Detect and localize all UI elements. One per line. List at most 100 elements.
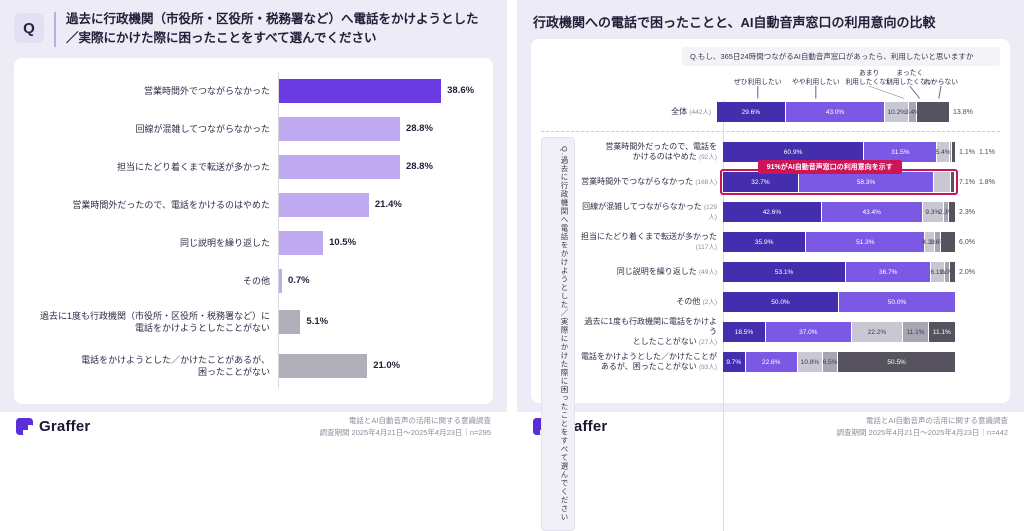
legend-connector-lines <box>757 86 942 99</box>
legend: ぜひ利用したい やや利用したい あまり 利用したくない まったく 利用したくない わからない <box>723 69 959 99</box>
header-divider <box>54 12 56 47</box>
row-count: (168人) <box>695 179 717 187</box>
stacked-bar-track: 42.6% 43.4% 9.3% 2.3% <box>723 202 955 223</box>
segment: 51.3% <box>806 232 926 253</box>
segment-label: 53.1% <box>774 268 794 276</box>
stacked-row: 営業時間外でつながらなかった (168人) 32.7% 58.3% 91%がAI自動音… <box>577 160 1000 197</box>
stacked-bar-track: 60.9% 31.5% 5.4% <box>723 142 955 163</box>
segment: 2.6% <box>930 232 945 253</box>
row-label: 営業時間外でつながらなかった (168人) <box>581 177 717 187</box>
stacked-row: 同じ説明を繰り返した (49人) 53.1% 36.7% 6.1% 2.0% 2.0% <box>577 257 1000 287</box>
stacked-row: 回線が混雑してつながらなかった (129人) 42.6% 43.4% 9.3% 2.3%… <box>577 197 1000 227</box>
left-bar-chart: 営業時間外でつながらなかった 38.6% 回線が混雑してつながらなかった 28.8% 担… <box>26 71 485 388</box>
segment: 3.4% <box>905 102 920 123</box>
outside-labels: 1.1% 1.1% <box>959 149 995 156</box>
legend-item: ぜひ利用したい <box>734 79 782 87</box>
segment: 42.6% <box>723 202 822 223</box>
outside-label: 1.8% <box>978 178 995 186</box>
row-label: 担当にたどり着くまで転送が多かった (117人) <box>581 232 717 252</box>
question-badge: Q <box>14 13 44 43</box>
bar-value: 5.1% <box>306 316 329 328</box>
bar <box>279 116 400 141</box>
annotation-pill: 91%がAI自動音声窓口の利用意向を示す <box>757 160 902 175</box>
segment: 2.3% <box>939 202 954 223</box>
graffer-logo-icon <box>16 418 33 435</box>
bar-value: 10.5% <box>329 237 357 249</box>
stacked-bar-track: 35.9% 51.3% 4.3% 2.6% <box>723 232 956 253</box>
segment-label: 29.6% <box>741 108 761 116</box>
segment-label: 42.6% <box>762 208 782 216</box>
bar-track: 5.1% <box>278 299 485 344</box>
bar <box>279 268 282 293</box>
left-title-line2: ／実際にかけた際に困ったことをすべて選んでください <box>66 31 377 46</box>
left-footer: Graffer 電話とAI自動音声の活用に関する意識調査 調査期間 2025年4… <box>0 412 507 445</box>
row-count: (49人) <box>698 269 717 277</box>
bar-row: その他 0.7% <box>26 261 485 300</box>
overall-label: 全体 (442人) <box>671 107 711 117</box>
segment-label: 10.2% <box>887 108 906 116</box>
row-label: 営業時間外だったので、電話を かけるのはやめた (92人) <box>605 142 717 162</box>
survey-period-note: 調査期間 2025年4月21日～2025年4月23日｜n=295 <box>319 427 491 437</box>
side-question-label: Q.過去に行政機関へ電話をかけようとした／実際にかけた際に困ったことをすべて選ん… <box>541 137 575 531</box>
outside-label: 13.8% <box>953 108 973 116</box>
stacked-rows: 営業時間外だったので、電話を かけるのはやめた (92人) 60.9% 31.5% 5.… <box>577 137 1000 530</box>
segment <box>949 202 955 223</box>
bar-track: 0.7% <box>278 261 485 300</box>
right-survey-note: 電話とAI自動音声の活用に関する意識調査 調査期間 2025年4月21日～202… <box>836 415 1008 439</box>
bar-label: 営業時間外でつながらなかった <box>143 85 270 96</box>
row-count: (92人) <box>698 154 717 162</box>
left-slide: Q 過去に行政機関（市役所・区役所・税務署など）へ電話をかけようとした ／実際に… <box>0 0 507 445</box>
overall-bar-row: 全体 (442人) 29.6% 43.0% 10.2% 3.4% 13.8% <box>541 100 1000 124</box>
segment <box>934 172 951 193</box>
rows-wrap: Q.過去に行政機関へ電話をかけようとした／実際にかけた際に困ったことをすべて選ん… <box>541 137 1000 531</box>
outside-label: 1.1% <box>978 148 995 156</box>
segment-label: 6.5% <box>822 358 838 366</box>
segment-label: 2.6% <box>930 238 946 246</box>
segment-label: 50.0% <box>887 298 907 306</box>
segment-label: 37.0% <box>799 328 818 336</box>
segment-label: 50.0% <box>771 298 790 306</box>
bar <box>279 230 324 255</box>
segment-label: 2.3% <box>938 208 954 216</box>
segment <box>941 232 956 253</box>
left-header: Q 過去に行政機関（市役所・区役所・税務署など）へ電話をかけようとした ／実際に… <box>14 10 493 49</box>
segment: 36.7% <box>846 262 932 283</box>
legend-item: やや利用したい <box>792 79 840 87</box>
segment-label: 11.1% <box>932 328 951 336</box>
segment-label: 2.0% <box>939 268 955 276</box>
stacked-bar-track: 53.1% 36.7% 6.1% 2.0% <box>723 262 955 283</box>
bar <box>279 192 369 217</box>
bar-label: 営業時間外だったので、電話をかけるのはやめた <box>72 199 270 210</box>
stacked-bar-track: 29.6% 43.0% 10.2% 3.4% <box>717 102 949 123</box>
segment: 50.0% <box>839 292 955 313</box>
bar <box>279 78 442 103</box>
segment: 9.3% <box>922 202 945 223</box>
bar-label: 担当にたどり着くまで転送が多かった <box>116 161 270 172</box>
brand-name: Graffer <box>39 418 91 435</box>
dashed-divider <box>541 131 1000 133</box>
segment-label: 51.3% <box>856 238 875 246</box>
bar-value: 38.6% <box>447 85 475 97</box>
bar-value: 21.4% <box>374 199 402 211</box>
row-count: (27人) <box>698 339 717 347</box>
overall-count: (442人) <box>689 109 711 117</box>
segment-label: 9.7% <box>726 358 742 366</box>
overall-row: 全体 (442人) 29.6% 43.0% 10.2% 3.4% 13.8% <box>541 100 1000 124</box>
outside-labels: 13.8% <box>953 109 973 116</box>
bar-row: 回線が混雑してつながらなかった 28.8% <box>26 109 485 148</box>
row-label: 電話をかけようとした／かけたことが あるが、困ったことがない (93人) <box>581 352 717 372</box>
left-title-line1: 過去に行政機関（市役所・区役所・税務署など）へ電話をかけようとした <box>66 12 479 26</box>
bar-label: 同じ説明を繰り返した <box>179 237 270 248</box>
stacked-chart-body: 全体 (442人) 29.6% 43.0% 10.2% 3.4% 13.8% Q.過去に行… <box>541 100 1000 531</box>
bar-value: 28.8% <box>405 161 433 173</box>
stacked-row: 担当にたどり着くまで転送が多かった (117人) 35.9% 51.3% 4.3% 2.… <box>577 227 1000 257</box>
segment-label: 9.3% <box>925 208 941 216</box>
segment-label: 6.1% <box>930 268 946 276</box>
bar-label: 過去に1度も行政機関（市役所・区役所・税務署など）に 電話をかけようとしたことがな… <box>39 310 270 333</box>
bar-track: 38.6% <box>278 71 485 110</box>
left-chart-card: 営業時間外でつながらなかった 38.6% 回線が混雑してつながらなかった 28.8% 担… <box>14 57 493 404</box>
bar-label: 回線が混雑してつながらなかった <box>135 123 270 134</box>
outside-label: 6.0% <box>959 238 975 246</box>
legend-item: わからない <box>924 79 959 87</box>
segment: 2.0% <box>940 262 955 283</box>
